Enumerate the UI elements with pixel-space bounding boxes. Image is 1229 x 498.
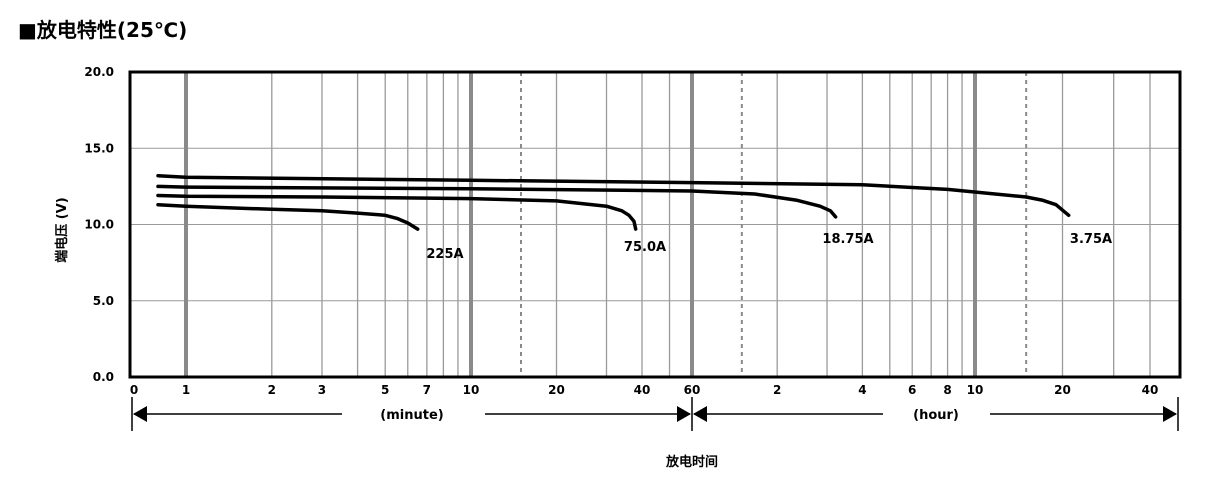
- y-tick-label: 20.0: [84, 65, 114, 79]
- x-tick-label: 7: [423, 383, 431, 397]
- x-tick-label: 40: [1142, 383, 1159, 397]
- curve-label: 18.75A: [822, 232, 873, 247]
- curve-75-0a: [156, 193, 638, 231]
- x-tick-label: 1: [182, 383, 190, 397]
- x-tick-label: 5: [381, 383, 389, 397]
- x-tick-label: 0: [130, 383, 138, 397]
- y-tick-label: 15.0: [84, 141, 114, 155]
- x-axis-label: 放电时间: [665, 454, 718, 470]
- y-axis-label: 端电压 (V): [54, 197, 70, 262]
- x-tick-label: 2: [268, 383, 276, 397]
- curve-18-75a: [156, 184, 838, 219]
- x-tick-label: 8: [943, 383, 951, 397]
- x-tick-label: 20: [548, 383, 565, 397]
- x-tick-label: 10: [967, 383, 984, 397]
- y-tick-labels: 20.0 15.0 10.0 5.0 0.0: [84, 65, 114, 384]
- curve-label: 3.75A: [1070, 232, 1112, 247]
- x-tick-label: 40: [634, 383, 651, 397]
- curve-3-75a: [156, 173, 1071, 218]
- x-tick-label: 6: [908, 383, 916, 397]
- arrow-head-right: [677, 406, 691, 422]
- curves: [156, 173, 1071, 231]
- arrow-head-left: [133, 406, 147, 422]
- x-unit-minute: (minute): [380, 408, 443, 423]
- plot-frame: [128, 70, 1182, 379]
- x-tick-label: 2: [773, 383, 781, 397]
- y-tick-label: 0.0: [93, 370, 114, 384]
- curve-label: 75.0A: [624, 240, 666, 255]
- time-arrows: [131, 397, 1179, 431]
- curve-labels: 225A 75.0A 18.75A 3.75A: [426, 232, 1112, 262]
- y-tick-label: 5.0: [93, 294, 114, 308]
- x-tick-labels: 0 1 2 3 5 7 10 20 40 60 2 4 6 8 10 20 40: [130, 383, 1159, 397]
- arrow-head-left: [693, 406, 707, 422]
- grid: [130, 72, 1180, 377]
- x-tick-label: 4: [858, 383, 866, 397]
- x-tick-label: 10: [463, 383, 480, 397]
- curve-label: 225A: [426, 247, 463, 262]
- x-tick-label: 3: [318, 383, 326, 397]
- x-unit-hour: (hour): [913, 408, 959, 423]
- arrow-head-right: [1163, 406, 1177, 422]
- curve-225a: [156, 202, 420, 231]
- x-tick-label: 20: [1054, 383, 1071, 397]
- x-tick-label: 60: [684, 383, 701, 397]
- y-tick-label: 10.0: [84, 218, 114, 232]
- page-title: ■放电特性(25℃): [18, 18, 188, 42]
